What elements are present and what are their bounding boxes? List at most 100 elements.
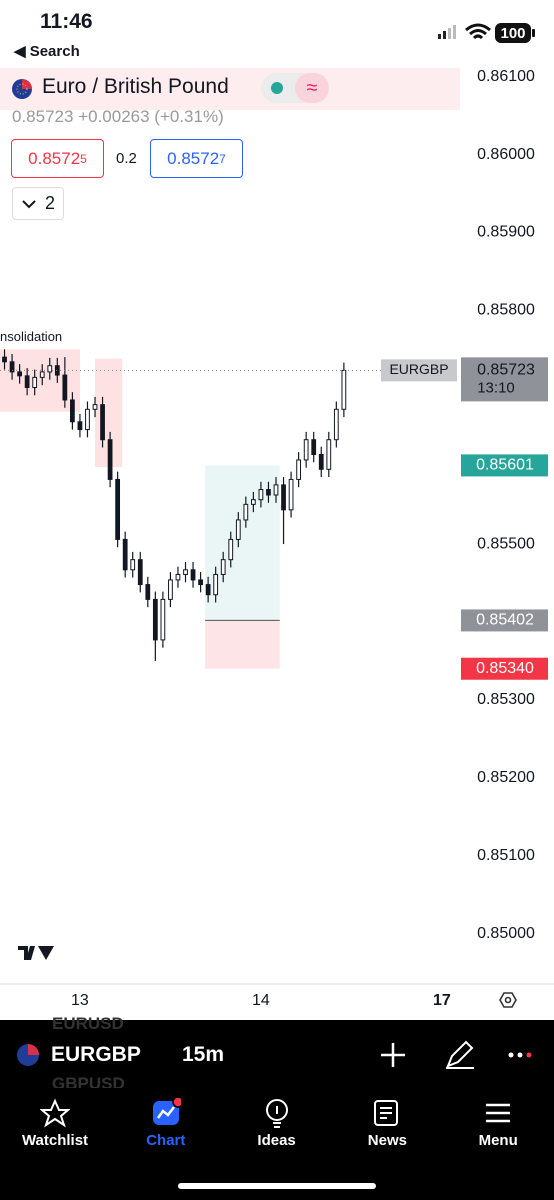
candle-body	[100, 404, 105, 441]
candle-body	[145, 584, 151, 600]
y-tick-label: 0.85900	[477, 224, 535, 241]
tab[interactable]: News	[332, 1090, 442, 1160]
indicator-count: 2	[44, 193, 55, 213]
toolbar-symbol[interactable]: EURGBP	[51, 1043, 141, 1066]
candle-body	[318, 454, 324, 470]
candle-body	[107, 439, 113, 480]
zone-label: nsolidation	[0, 329, 62, 344]
candle-body	[326, 439, 332, 470]
candle-body	[2, 356, 7, 363]
tv-logo	[18, 946, 54, 960]
candle-body	[281, 484, 286, 511]
candle-body	[24, 375, 30, 389]
price-tag	[461, 609, 548, 632]
candle-body	[160, 598, 166, 641]
draw-button[interactable]	[446, 1040, 474, 1069]
sell-pip: 5	[80, 151, 87, 166]
tab[interactable]: Chart	[111, 1090, 221, 1160]
quote: 0.85723 +0.00263 (+0.31%)	[12, 107, 224, 127]
toolbar: EURUSD GBPUSD EURGBP 15m	[0, 1014, 554, 1093]
tab-label[interactable]: Watchlist	[21, 1132, 89, 1149]
candle-body	[183, 569, 188, 575]
candle-body	[228, 538, 234, 561]
tab[interactable]: Watchlist	[0, 1090, 110, 1160]
candle-body	[70, 399, 75, 423]
candle-body	[115, 478, 121, 540]
price-tag-label: 0.85340	[476, 660, 534, 677]
y-tick-label: 0.85200	[477, 769, 535, 786]
last-price-label: 0.85723	[477, 362, 535, 379]
tab[interactable]: Menu	[443, 1090, 553, 1160]
candle-body	[213, 573, 219, 596]
candle-body	[190, 569, 196, 581]
y-tick-label: 0.85100	[477, 847, 535, 864]
candle-body	[168, 579, 173, 600]
candle-body	[333, 408, 339, 441]
buy-price: 0.8572	[167, 148, 220, 168]
candle-body	[220, 559, 226, 575]
buy-button[interactable]: 0.8572 7	[150, 139, 243, 178]
tab-label[interactable]: Chart	[146, 1132, 186, 1149]
candle-body	[198, 579, 203, 586]
y-tick-label: 0.85300	[477, 691, 535, 708]
y-tick-label: 0.86100	[477, 68, 535, 85]
candle-body	[54, 365, 60, 376]
candle-body	[39, 371, 45, 378]
stop-zone	[205, 620, 280, 669]
indicators-toggle[interactable]: 2	[12, 187, 64, 220]
change: +0.00263 (+0.31%)	[78, 107, 224, 126]
price-tag-label: 0.85402	[476, 612, 534, 629]
tab[interactable]: Ideas	[222, 1090, 332, 1160]
ghost-symbol: EURUSD	[52, 1014, 124, 1033]
candle-body	[32, 376, 38, 389]
sell-price: 0.8572	[28, 148, 81, 168]
symbol-tag	[381, 359, 457, 382]
price-tag-label: 0.85601	[476, 457, 534, 474]
chart[interactable]: 0.861000.860000.859000.858000.857000.856…	[0, 0, 554, 1020]
clock: 11:46	[40, 10, 93, 33]
tab-icon	[39, 1098, 71, 1128]
symbol-name[interactable]: Euro / British Pound	[42, 75, 229, 98]
candle-body	[296, 459, 302, 480]
add-button[interactable]	[381, 1043, 405, 1067]
candle-body	[62, 374, 68, 401]
candle-body	[85, 408, 90, 431]
tab-icon	[152, 1096, 184, 1125]
sell-button[interactable]: 0.8572 5	[11, 139, 104, 178]
settings-icon[interactable]	[499, 992, 517, 1008]
tab-label[interactable]: News	[367, 1132, 407, 1149]
battery: 100	[500, 25, 525, 42]
candle-body	[341, 369, 347, 410]
candle-body	[288, 478, 294, 511]
header-bg	[0, 68, 460, 110]
x-tick-label: 13	[71, 992, 89, 1009]
flag-icon	[12, 79, 32, 99]
status-icons: 100	[438, 23, 535, 43]
candle-body	[303, 439, 309, 461]
countdown: 13:10	[477, 379, 515, 396]
home-indicator	[178, 1183, 376, 1189]
y-tick-label: 0.85500	[477, 535, 535, 552]
candle-body	[92, 404, 98, 410]
tab-label[interactable]: Ideas	[257, 1132, 296, 1149]
candle-body	[273, 484, 279, 496]
candle-body	[152, 598, 158, 641]
last-price: 0.85723	[12, 107, 74, 126]
x-tick-label: 14	[252, 992, 270, 1009]
last-price-tag	[461, 357, 548, 402]
candle-body	[243, 503, 249, 521]
candle-body	[175, 573, 181, 581]
candle-body	[235, 519, 241, 540]
tab-label[interactable]: Menu	[478, 1132, 518, 1149]
back-link[interactable]: ◀ Search	[14, 43, 80, 60]
back-label[interactable]: Search	[29, 43, 80, 60]
interval[interactable]: 15m	[182, 1043, 225, 1066]
candle-body	[130, 559, 136, 571]
status-pill[interactable]: ≈	[261, 73, 329, 103]
spread: 0.2	[116, 150, 137, 167]
candle-body	[9, 361, 15, 373]
candle-body	[17, 371, 22, 377]
symbol-tag-label: EURGBP	[389, 361, 448, 377]
tab-icon	[374, 1100, 399, 1126]
